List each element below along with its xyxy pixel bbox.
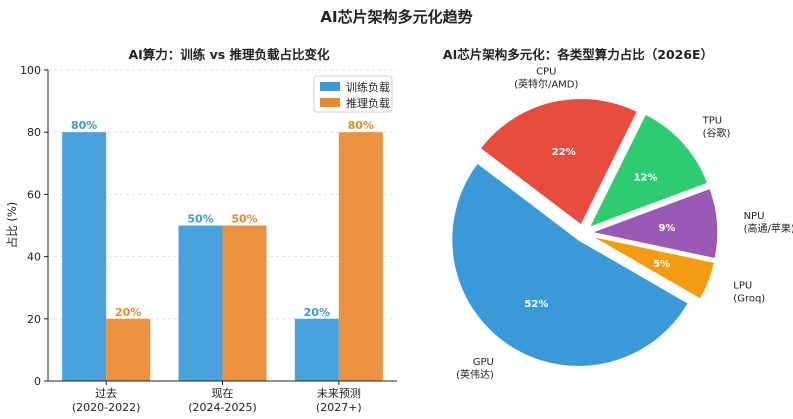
bar-chart-title: AI算力：训练 vs 推理负载占比变化 (128, 47, 330, 62)
pie-sub-label-npu: (高通/苹果) (744, 222, 793, 235)
bar-chart-y-axis-label: 占比 (%) (5, 202, 19, 249)
main-title: AI芯片架构多元化趋势 (320, 8, 473, 26)
bar-0-1 (178, 225, 223, 381)
bar-data-label-0-0: 80% (71, 119, 97, 132)
bar-data-label-1-0: 20% (115, 306, 141, 319)
pie-slice-npu (588, 187, 719, 260)
pie-name-label-gpu: GPU (473, 357, 494, 368)
pie-pct-label-tpu: 12% (634, 173, 658, 184)
pie-name-label-tpu: TPU (702, 115, 722, 126)
y-tick-label-4: 80 (27, 126, 41, 139)
pie-sub-label-lpu: (Groq) (733, 294, 765, 305)
pie-pct-label-gpu: 52% (524, 299, 548, 310)
pie-pct-label-npu: 9% (658, 223, 675, 234)
x-tick-label-2: 未来预测 (317, 387, 361, 400)
pie-slice-cpu (478, 97, 639, 227)
x-tick-label-1: 现在 (212, 387, 234, 400)
y-tick-label-1: 20 (27, 313, 41, 326)
bar-chart-axes: 0 20 40 60 80 100 过去(2020-2022) 现在(2024-2025) 未来… (20, 64, 397, 414)
x-tick-sublabel-0: (2020-2022) (72, 401, 141, 414)
pie-pct-label-lpu: 5% (653, 259, 670, 270)
pie-slice-tpu (587, 112, 709, 230)
legend-swatch-0 (320, 82, 340, 91)
y-tick-label-0: 0 (34, 375, 41, 388)
bar-data-label-1-1: 50% (231, 213, 257, 226)
bar-1-1 (222, 225, 267, 381)
legend-label-1: 推理负载 (346, 96, 390, 110)
pie-slice-lpu (590, 235, 716, 301)
pie-slice-gpu (450, 161, 690, 368)
bar-1-0 (106, 318, 151, 381)
pie-sub-label-gpu: (英伟达) (456, 368, 494, 381)
pie-name-label-lpu: LPU (733, 281, 752, 292)
bar-data-label-0-1: 50% (187, 213, 213, 226)
pie-chart-title: AI芯片架构多元化：各类型算力占比（2026E） (443, 47, 713, 62)
bar-chart-bars: 80% 20% 50% 50% 20% 80% (62, 119, 383, 381)
pie-chart-labels: 52% GPU(英伟达) 22% CPU(英特尔/AMD) 12% TPU(谷歌) 9% NP… (456, 66, 793, 381)
y-tick-label-5: 100 (20, 64, 41, 77)
x-tick-sublabel-1: (2024-2025) (188, 401, 257, 414)
bar-0-2 (294, 318, 339, 381)
pie-name-label-cpu: CPU (536, 66, 556, 77)
pie-sub-label-cpu: (英特尔/AMD) (514, 77, 578, 90)
pie-chart-slices (450, 97, 719, 368)
legend-swatch-1 (320, 98, 340, 107)
x-tick-label-0: 过去 (95, 387, 117, 400)
bar-1-2 (338, 132, 383, 381)
legend-label-0: 训练负载 (346, 80, 390, 94)
pie-name-label-npu: NPU (744, 211, 765, 222)
bar-data-label-1-2: 80% (348, 119, 374, 132)
pie-sub-label-tpu: (谷歌) (703, 126, 731, 139)
y-tick-label-3: 60 (27, 188, 41, 201)
bar-0-0 (62, 132, 107, 381)
y-tick-label-2: 40 (27, 251, 41, 264)
x-tick-sublabel-2: (2027+) (316, 401, 362, 414)
bar-data-label-0-2: 20% (304, 306, 330, 319)
pie-pct-label-cpu: 22% (552, 147, 576, 158)
